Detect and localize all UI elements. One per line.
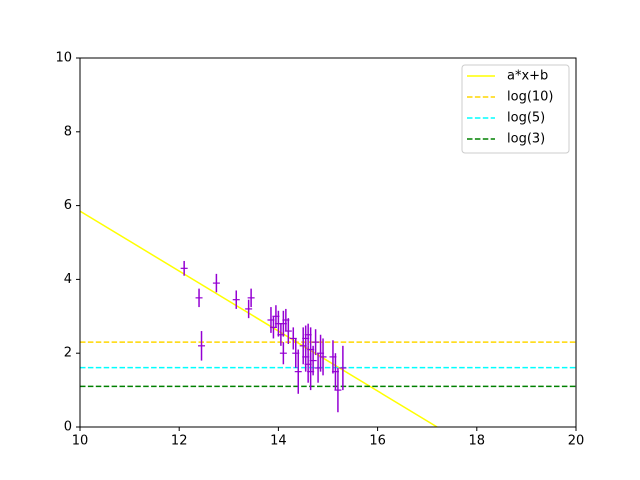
y-tick-label: 2 (64, 346, 72, 361)
legend-box (461, 64, 570, 154)
legend-label: log(3) (507, 132, 545, 147)
legend-label: log(10) (507, 90, 554, 105)
x-tick-label: 12 (171, 434, 188, 449)
y-tick-label: 10 (55, 51, 72, 66)
y-tick-label: 8 (64, 124, 72, 139)
axes-frame (79, 57, 577, 428)
y-tick-label: 6 (64, 198, 72, 213)
x-tick-label: 16 (369, 434, 386, 449)
series-line (80, 210, 438, 427)
legend-label: a*x+b (507, 69, 548, 84)
y-tick-label: 0 (64, 420, 72, 435)
plot-area (80, 210, 576, 427)
x-tick-label: 14 (270, 434, 287, 449)
legend-label: log(5) (507, 111, 545, 126)
x-tick-label: 10 (72, 434, 89, 449)
y-tick-label: 4 (64, 272, 72, 287)
x-tick-label: 18 (469, 434, 486, 449)
x-tick-label: 20 (568, 434, 585, 449)
